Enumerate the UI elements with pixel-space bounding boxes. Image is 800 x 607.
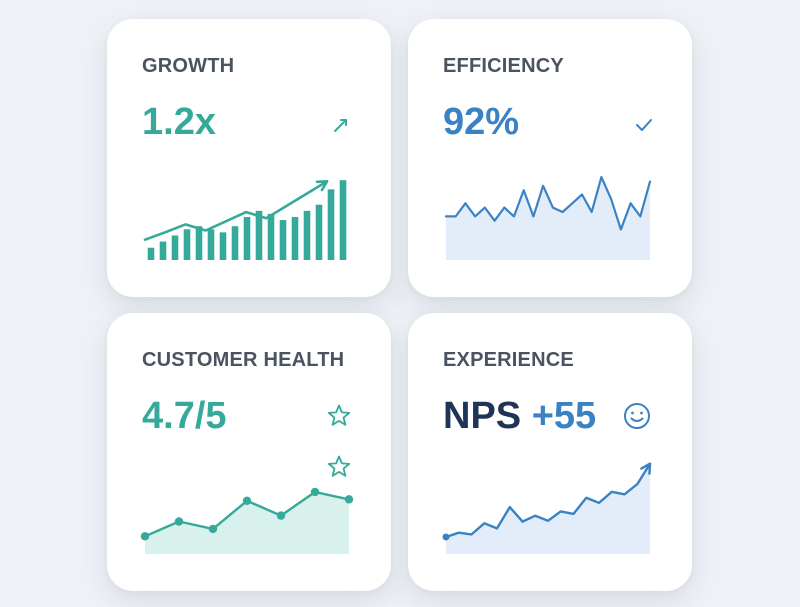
bar [243,217,251,260]
bar [327,189,335,260]
customer-health-value: 4.7/5 [142,395,227,437]
trend-arrowhead [315,180,329,192]
bar [303,210,311,260]
checkmark-icon [636,119,652,131]
data-point [208,524,218,534]
customer-health-chart [140,487,354,554]
growth-chart [143,180,347,260]
smiley-face-icon [624,403,650,429]
efficiency-value: 92% [443,101,520,143]
experience-title: EXPERIENCE [443,349,574,371]
data-point [140,532,150,541]
data-point [242,496,252,506]
bar [195,226,203,260]
bar [171,235,179,260]
bar [339,180,347,260]
bar [291,217,299,260]
trend-arrowhead [640,462,652,475]
customer-health-card: CUSTOMER HEALTH 4.7/5 [107,313,391,591]
experience-value-number: +55 [531,395,597,437]
star-icon [327,455,351,477]
growth-title: GROWTH [142,55,235,77]
area-fill [145,492,349,554]
bar [219,232,227,260]
bar [207,229,215,260]
trend-line [143,180,329,241]
experience-card: EXPERIENCE NPS +55 [408,313,692,591]
bar [183,229,191,260]
experience-value-prefix: NPS [443,395,522,437]
customer-health-title: CUSTOMER HEALTH [142,349,345,371]
data-point [276,511,286,520]
growth-value: 1.2x [142,101,216,143]
efficiency-card: EFFICIENCY 92% [408,19,692,297]
trend-arrow-icon [334,119,347,132]
efficiency-title: EFFICIENCY [443,55,564,77]
experience-chart [442,462,652,554]
data-point [174,517,184,526]
bar [255,210,263,260]
data-point [310,487,320,497]
bar [315,204,323,260]
area-fill [446,463,650,554]
bar [159,241,167,260]
area-fill [446,177,650,260]
data-point [442,533,450,541]
growth-card: GROWTH 1.2x [107,19,391,297]
data-point [344,495,354,504]
bar [267,213,275,260]
experience-value: NPS +55 [443,395,596,438]
bar [231,226,239,260]
bar [147,247,155,260]
series-line [444,176,652,231]
series-line [444,462,652,539]
star-icon [327,404,351,426]
efficiency-chart [444,176,652,260]
bar [279,220,287,260]
